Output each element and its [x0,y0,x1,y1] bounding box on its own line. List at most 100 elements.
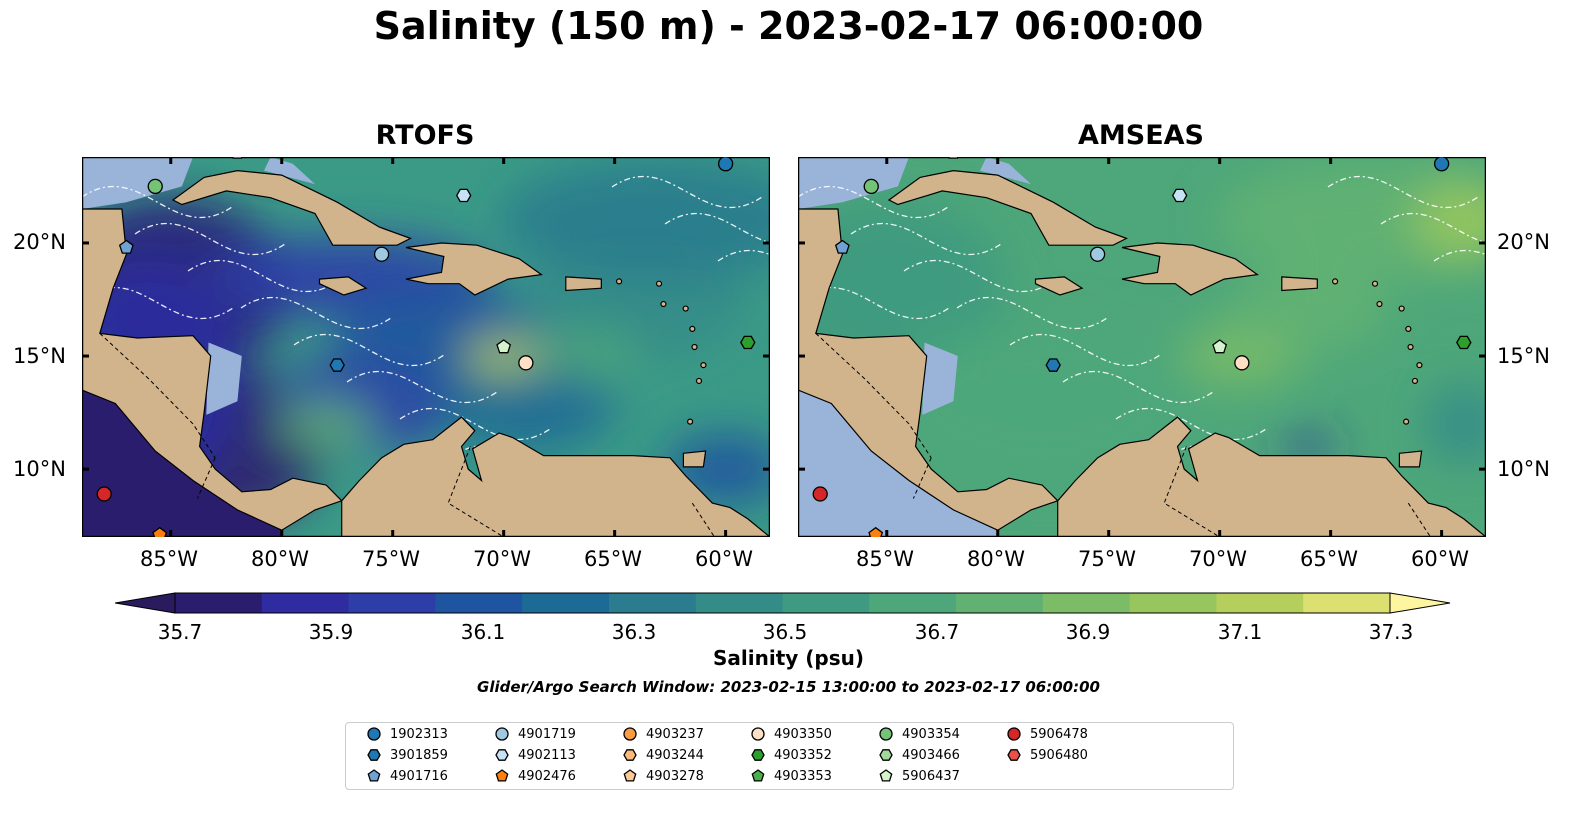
circle-marker-icon [367,727,381,741]
argo-marker-5906478 [96,486,112,502]
y-tick-label: 10°N [1497,457,1550,481]
colorbar-extend-low [115,592,176,614]
colorbar-extend-high [1389,592,1451,614]
map-amseas [798,157,1486,537]
argo-marker-4903278 [948,157,959,159]
circle-marker-icon [751,727,765,741]
colorbar-tick-label: 36.3 [611,620,657,644]
hexagon-marker-icon [1007,749,1021,761]
current-streamline [664,212,770,244]
search-window-caption: Glider/Argo Search Window: 2023-02-15 13… [477,678,1100,696]
legend-item-1902313: 1902313 [366,726,448,742]
legend-item-label: 4903466 [902,747,960,763]
legend-item-label: 5906437 [902,768,960,784]
current-streamline [1009,333,1161,367]
island [615,278,623,285]
legend-item-label: 4903244 [646,747,704,763]
colorbar-segment [1303,593,1391,613]
colorbar-tick-label: 37.3 [1368,620,1414,644]
y-tick-label: 15°N [13,344,66,368]
colorbar-segment [1042,593,1131,613]
legend: 1902313 3901859 4901716 4901719 4902113 49024… [345,722,1234,790]
x-tick-label: 60°W [695,547,753,571]
current-streamline [903,259,1055,293]
island [1398,305,1405,312]
island [1411,377,1419,385]
colorbar-segment [348,593,436,613]
legend-item-label: 4903352 [774,747,832,763]
pentagon-marker-icon [367,769,381,782]
argo-marker-5906437 [496,339,512,354]
colorbar-tick-label: 35.9 [308,620,354,644]
x-tick-label: 70°W [1189,547,1247,571]
argo-marker-4903278 [232,157,243,159]
colorbar-segment [522,593,610,613]
hexagon-marker-icon [751,749,765,761]
pentagon-marker-icon [623,769,637,782]
current-streamline [1062,370,1214,404]
legend-item-4902476: 4902476 [494,768,576,784]
legend-item-4901716: 4901716 [366,768,448,784]
hexagon-marker-icon [879,749,893,761]
colorbar-segment [608,593,697,613]
argo-marker-4902476 [152,526,168,537]
colorbar-tick-label: 35.7 [157,620,203,644]
colorbar-tick-label: 37.1 [1217,620,1263,644]
island [691,343,698,351]
island [1331,278,1339,285]
landmass [1034,276,1084,296]
country-border [815,333,932,459]
argo-marker-4901716 [834,239,850,254]
x-tick-label: 75°W [1078,547,1136,571]
legend-item-label: 3901859 [390,747,448,763]
landmass [1057,416,1486,537]
landmass [405,242,543,296]
x-tick-label: 80°W [251,547,309,571]
shelf-region [922,342,958,415]
landmass [171,169,413,246]
colorbar-segment [782,593,870,613]
shelf-region [206,342,242,415]
hexagon-marker-icon [367,749,381,761]
argo-marker-4903354 [863,178,879,195]
argo-marker-1902313 [717,157,734,172]
colorbar-tick-label: 36.7 [914,620,960,644]
legend-item-4903278: 4903278 [622,768,704,784]
colorbar-tick-label: 36.1 [460,620,506,644]
current-streamline [798,185,949,219]
island [1416,361,1423,369]
pentagon-marker-icon [879,769,893,782]
legend-item-4903350: 4903350 [750,726,832,742]
island [700,361,707,369]
current-streamline [240,296,392,330]
legend-item-label: 5906480 [1030,747,1088,763]
legend-item-3901859: 3901859 [366,747,448,763]
colorbar-segment [1129,593,1217,613]
colorbar-segment [261,593,350,613]
landmass [565,276,602,292]
current-streamline [956,296,1108,330]
colorbar-tick-label: 36.5 [762,620,808,644]
landmass [1398,450,1423,468]
landmass [318,276,368,296]
argo-marker-3901859 [1045,358,1061,372]
argo-marker-4903350 [518,355,534,371]
island [695,377,703,385]
map-frame [798,157,1486,537]
colorbar-title: Salinity (psu) [712,646,864,670]
x-tick-label: 65°W [584,547,642,571]
colorbar-segment [1216,593,1304,613]
current-streamline [1327,175,1479,209]
pentagon-marker-icon [751,769,765,782]
legend-item-label: 4903278 [646,768,704,784]
circle-marker-icon [1007,727,1021,741]
argo-marker-4902113 [1171,188,1188,203]
argo-marker-4901719 [1089,246,1106,262]
current-streamline [346,370,498,404]
current-streamline [82,185,233,219]
current-streamline [134,222,286,256]
x-tick-label: 70°W [473,547,531,571]
island [1405,325,1412,333]
shelf-region [798,157,909,209]
island [1403,418,1410,425]
